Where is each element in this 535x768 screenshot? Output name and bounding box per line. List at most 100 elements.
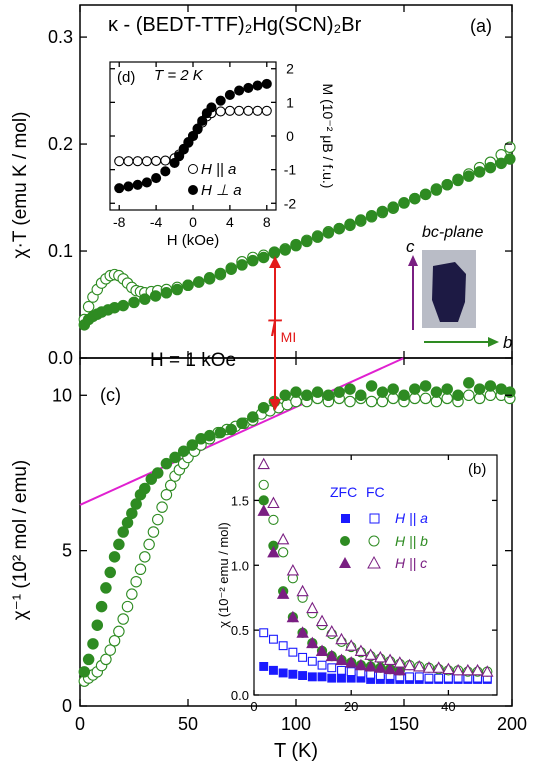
inset-d-xtick-label: 4: [226, 214, 234, 230]
y-axis-label-c: χ⁻¹ (10² mol / emu): [10, 460, 31, 620]
panel-c-point: [79, 667, 89, 677]
panel-c-point: [237, 418, 247, 428]
panel-c-point: [127, 589, 137, 599]
panel-c-point: [148, 527, 158, 537]
panel-b-point: [308, 657, 316, 665]
inset-b-legend-marker-a-fc: [370, 514, 379, 523]
panel-d-point: [235, 86, 244, 95]
panel-b-point: [338, 666, 346, 674]
x-axis-label: T (K): [274, 740, 318, 762]
inset-b-fc: FC: [366, 484, 385, 500]
panel-d-point: [152, 156, 161, 165]
panel-c-point: [420, 381, 430, 391]
panel-d-point: [244, 83, 253, 92]
panel-a-point: [323, 228, 333, 238]
panel-c-point: [280, 390, 290, 400]
panel-d-point: [216, 96, 225, 105]
panel-b-point: [260, 629, 268, 637]
panel-a-point: [505, 154, 515, 164]
panel-c-point: [420, 393, 430, 403]
panel-a-point: [399, 198, 409, 208]
panel-a-point: [172, 284, 182, 294]
panel-b-point: [279, 669, 287, 677]
panel-d-point: [115, 184, 124, 193]
panel-d-point: [262, 79, 271, 88]
panel-d-point: [225, 106, 234, 115]
inset-d-legend-marker-1: [189, 165, 198, 174]
axis-b-arrow-head: [488, 337, 499, 347]
axis-c-arrow-head: [408, 255, 418, 266]
panel-a-point: [474, 167, 484, 177]
tmi-arrow-up-head: [269, 256, 281, 268]
inset-d-legend-1: H || a: [201, 161, 236, 178]
panel-d-point: [115, 157, 124, 166]
inset-b-ytick-label: 1.0: [231, 558, 249, 573]
panel-c-point: [356, 390, 366, 400]
inset-d-xlabel: H (kOe): [167, 232, 220, 249]
panel-a-point: [334, 223, 344, 233]
panel-c-point: [135, 564, 145, 574]
panel-a-point: [388, 202, 398, 212]
panel-a-point: [420, 189, 430, 199]
panel-c-point: [345, 396, 355, 406]
tmi-label: TMI: [266, 315, 296, 345]
panel-a-point: [410, 193, 420, 203]
panel-c-point: [101, 583, 111, 593]
panel-a-point: [226, 264, 236, 274]
inset-b-legend-c: H || c: [395, 555, 427, 571]
panel-c-point: [157, 502, 167, 512]
panel-d-point: [253, 106, 262, 115]
panel-c-point: [334, 387, 344, 397]
inset-b-ylabel: χ (10⁻² emu / mol): [216, 522, 231, 627]
inset-d-ytick-label: 0: [286, 128, 294, 144]
panel-b-point: [435, 674, 443, 682]
inset-d-label: (d): [117, 69, 135, 86]
panel-d-point: [262, 106, 271, 115]
panel-label-c: (c): [100, 385, 121, 405]
panel-label-a: (a): [470, 16, 492, 36]
panel-a-point: [312, 232, 322, 242]
panel-c-point: [312, 387, 322, 397]
panel-d-point: [161, 167, 170, 176]
panel-a-point: [183, 280, 193, 290]
axis-c-label: c: [406, 237, 415, 256]
panel-c-point: [345, 384, 355, 394]
panel-c-point: [453, 390, 463, 400]
inset-d-ytick-label: 1: [286, 94, 294, 110]
inset-b-xtick-label: 40: [441, 699, 455, 714]
panel-c-xtick-label: 50: [178, 714, 198, 734]
panel-d-point: [253, 81, 262, 90]
panel-c-point: [144, 539, 154, 549]
panel-c-point: [377, 387, 387, 397]
panel-b-point: [318, 661, 326, 669]
panel-a-point: [140, 294, 150, 304]
panel-c-point: [88, 639, 98, 649]
panel-b-point: [318, 673, 326, 681]
panel-a-point: [161, 288, 171, 298]
inset-d-legend-2: H ⊥ a: [201, 182, 242, 199]
panel-c-point: [431, 387, 441, 397]
panel-c-point: [131, 577, 141, 587]
panel-a-point: [345, 219, 355, 229]
panel-b-point: [289, 670, 297, 678]
panel-c-xtick-label: 150: [389, 714, 419, 734]
panel-c-xtick-label: 200: [497, 714, 527, 734]
panel-a-point: [204, 273, 214, 283]
panel-c-point: [366, 396, 376, 406]
bc-plane-label: bc-plane: [422, 224, 483, 241]
panel-d-point: [161, 156, 170, 165]
panel-c-point: [118, 614, 128, 624]
panel-b-point: [260, 663, 268, 671]
panel-c-point: [204, 430, 214, 440]
inset-d-legend-marker-2: [189, 186, 198, 195]
inset-d-xtick-label: 8: [263, 214, 271, 230]
panel-c-ytick-label: 5: [62, 541, 72, 561]
panel-c-xtick-label: 0: [75, 714, 85, 734]
panel-b-point: [425, 674, 433, 682]
inset-d-ytick-label: -1: [284, 162, 297, 178]
panel-b-point: [406, 673, 414, 681]
panel-a-point: [215, 268, 225, 278]
panel-b-point: [289, 648, 297, 656]
panel-d-point: [235, 106, 244, 115]
panel-a-point: [129, 297, 139, 307]
